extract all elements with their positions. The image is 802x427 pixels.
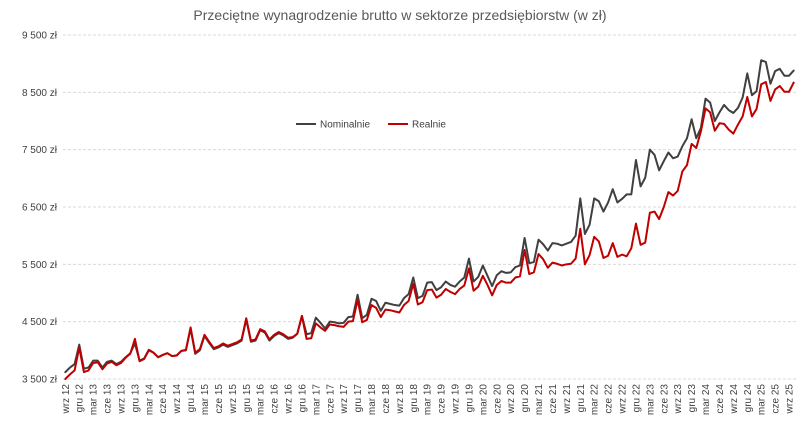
x-tick-label: mar 17 <box>311 384 322 416</box>
x-tick-label: mar 20 <box>478 384 489 416</box>
x-tick-label: gru 14 <box>186 384 197 413</box>
x-tick-label: gru 23 <box>687 384 698 413</box>
x-tick-label: cze 16 <box>270 384 281 414</box>
x-tick-label: cze 15 <box>214 384 225 414</box>
y-tick-label: 6 500 zł <box>22 203 58 214</box>
x-tick-label: cze 14 <box>158 384 169 414</box>
x-tick-label: cze 17 <box>325 384 336 414</box>
legend-label-nominalnie: Nominalnie <box>320 120 370 131</box>
y-tick-label: 7 500 zł <box>22 145 58 156</box>
x-tick-label: wrz 25 <box>785 384 796 415</box>
x-tick-label: gru 15 <box>242 384 253 413</box>
x-tick-label: cze 21 <box>548 384 559 414</box>
x-tick-label: mar 14 <box>144 384 155 416</box>
x-tick-label: mar 23 <box>645 384 656 416</box>
x-tick-label: mar 16 <box>256 384 267 416</box>
y-tick-label: 9 500 zł <box>22 31 58 42</box>
x-tick-label: cze 22 <box>604 384 615 414</box>
x-tick-label: wrz 13 <box>116 384 127 415</box>
x-tick-label: wrz 19 <box>451 384 462 415</box>
x-tick-label: gru 16 <box>297 384 308 413</box>
x-tick-label: gru 20 <box>520 384 531 413</box>
x-tick-label: wrz 15 <box>228 384 239 415</box>
x-tick-label: wrz 22 <box>618 384 629 415</box>
x-tick-label: gru 18 <box>409 384 420 413</box>
legend: Nominalnie Realnie <box>296 120 446 131</box>
x-tick-label: mar 18 <box>367 384 378 416</box>
data-series <box>64 59 795 380</box>
series-line-realnie <box>64 81 795 380</box>
x-tick-label: cze 18 <box>381 384 392 414</box>
y-tick-label: 3 500 zł <box>22 375 58 386</box>
gridlines <box>63 34 796 380</box>
chart-title: Przeciętne wynagrodzenie brutto w sektor… <box>193 7 606 23</box>
x-tick-label: mar 25 <box>757 384 768 416</box>
x-tick-label: mar 19 <box>423 384 434 416</box>
x-tick-label: cze 24 <box>715 384 726 414</box>
x-tick-label: gru 19 <box>464 384 475 413</box>
y-tick-label: 8 500 zł <box>22 88 58 99</box>
x-tick-label: gru 22 <box>631 384 642 413</box>
legend-label-realnie: Realnie <box>412 120 446 131</box>
x-tick-label: cze 13 <box>103 384 114 414</box>
x-tick-label: mar 22 <box>590 384 601 416</box>
x-tick-label: wrz 16 <box>284 384 295 415</box>
x-tick-label: wrz 21 <box>562 384 573 415</box>
x-tick-label: cze 23 <box>659 384 670 414</box>
series-line-nominalnie <box>64 59 795 374</box>
y-tick-label: 4 500 zł <box>22 317 58 328</box>
x-tick-label: mar 13 <box>89 384 100 416</box>
x-tick-label: mar 21 <box>534 384 545 416</box>
x-tick-label: gru 12 <box>75 384 86 413</box>
x-axis-tick-labels: wrz 12 gru 12 mar 13 cze 13 wrz 13 gru 13 mar … <box>61 384 796 416</box>
x-tick-label: wrz 18 <box>395 384 406 415</box>
x-tick-label: cze 19 <box>437 384 448 414</box>
x-tick-label: wrz 17 <box>339 384 350 415</box>
x-tick-label: mar 24 <box>701 384 712 416</box>
x-tick-label: wrz 24 <box>729 384 740 415</box>
x-tick-label: cze 20 <box>492 384 503 414</box>
x-tick-label: wrz 20 <box>506 384 517 415</box>
x-tick-label: gru 17 <box>353 384 364 413</box>
x-tick-label: gru 24 <box>743 384 754 413</box>
x-tick-label: wrz 23 <box>673 384 684 415</box>
x-tick-label: gru 13 <box>130 384 141 413</box>
x-tick-label: wrz 12 <box>61 384 72 415</box>
y-tick-label: 5 500 zł <box>22 260 58 271</box>
y-axis-tick-labels: 3 500 zł 4 500 zł 5 500 zł 6 500 zł 7 500 zł… <box>22 31 58 386</box>
x-tick-label: gru 21 <box>576 384 587 413</box>
x-tick-label: cze 25 <box>771 384 782 414</box>
x-tick-label: wrz 14 <box>172 384 183 415</box>
x-tick-label: mar 15 <box>200 384 211 416</box>
